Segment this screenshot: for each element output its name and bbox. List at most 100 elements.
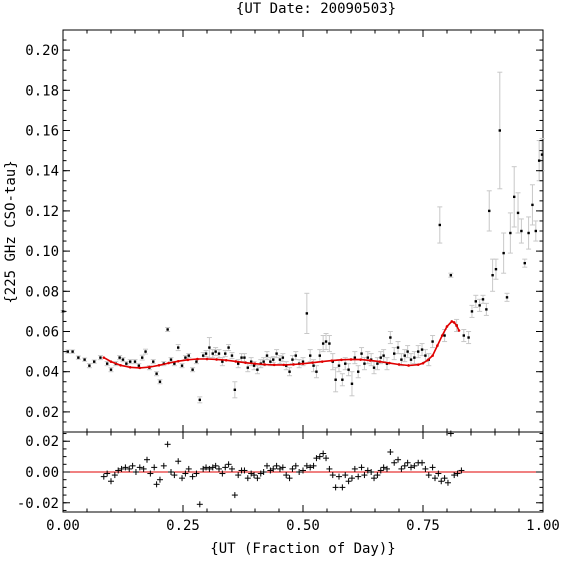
fit-curve-point xyxy=(224,358,228,362)
y-tick-label: 0.16 xyxy=(25,124,59,140)
fit-curve-point xyxy=(102,356,106,359)
data-point xyxy=(233,388,237,391)
fit-curve-point xyxy=(330,359,334,362)
data-point xyxy=(363,362,366,365)
residual-point xyxy=(454,470,461,477)
data-point xyxy=(443,334,446,337)
fit-curve xyxy=(103,320,460,369)
data-point xyxy=(137,364,141,367)
chart-title: {UT Date: 20090503} xyxy=(236,1,396,17)
residual-point xyxy=(458,467,465,474)
fit-curve-point xyxy=(292,363,295,366)
residual-point xyxy=(108,478,114,485)
y-tick-label: 0.04 xyxy=(25,365,59,381)
residual-point xyxy=(361,472,368,479)
residual-point xyxy=(447,430,454,437)
data-point xyxy=(155,372,158,375)
data-point xyxy=(158,380,162,383)
x-tick-label: 1.00 xyxy=(526,518,560,534)
fit-curve-point xyxy=(445,325,449,328)
residual-point xyxy=(326,465,333,472)
data-point xyxy=(133,360,137,363)
data-point xyxy=(249,360,253,363)
data-point xyxy=(467,336,470,339)
data-point xyxy=(180,364,184,367)
residual-point xyxy=(404,459,411,466)
data-point xyxy=(214,350,217,353)
data-point xyxy=(121,358,125,361)
data-point xyxy=(350,382,354,385)
fit-curve-point xyxy=(205,357,209,361)
residual-point xyxy=(270,465,277,472)
fit-curve-point xyxy=(196,357,199,361)
data-point xyxy=(278,358,282,361)
residual-point xyxy=(228,465,235,472)
data-point xyxy=(379,356,382,359)
data-point xyxy=(531,203,534,207)
data-point xyxy=(438,223,441,227)
data-point xyxy=(256,368,259,371)
data-point xyxy=(347,368,350,371)
data-point xyxy=(334,378,337,381)
data-point xyxy=(516,211,520,215)
residual-point xyxy=(254,475,261,482)
residual-point xyxy=(144,456,150,463)
residual-point xyxy=(395,456,402,463)
data-point xyxy=(315,370,318,373)
data-point xyxy=(406,350,409,353)
fit-curve-point xyxy=(128,365,132,369)
residual-point xyxy=(377,467,384,474)
residual-point xyxy=(300,467,306,474)
residual-point xyxy=(209,464,216,471)
residual-point xyxy=(244,475,251,482)
data-point xyxy=(328,342,331,345)
main-panel: 0.02 0.04 0.06 0.08 0.10 0.12 0.14 0.16 0.18 0.20 xyxy=(25,29,545,433)
residual-point xyxy=(444,479,451,486)
fit-curve-point xyxy=(138,366,142,370)
data-point xyxy=(66,350,69,353)
data-point xyxy=(125,362,128,365)
data-point xyxy=(221,360,224,363)
x-tick-label: 0.50 xyxy=(286,518,320,534)
residual-point xyxy=(408,464,414,471)
data-point xyxy=(513,195,516,199)
fit-curve-point xyxy=(186,358,190,362)
x-ticks: 0.00 0.25 0.50 0.75 1.00 xyxy=(46,30,560,534)
residual-point xyxy=(189,473,196,480)
residual-point xyxy=(222,464,229,471)
residual-point xyxy=(147,470,154,477)
main-y-ticks: 0.02 0.04 0.06 0.08 0.10 0.12 0.14 0.16 0.18 0.20 xyxy=(25,29,543,433)
residual-y-ticks: 0.02 0.00 -0.02 xyxy=(17,433,543,512)
data-point xyxy=(224,352,227,355)
data-point xyxy=(337,364,341,367)
residual-point-layer xyxy=(100,430,465,508)
data-point xyxy=(246,366,249,369)
residual-point xyxy=(398,465,405,472)
fit-curve-point xyxy=(368,359,372,362)
residual-panel: 0.02 0.00 -0.02 xyxy=(17,430,544,513)
fit-curve-point xyxy=(244,361,247,364)
x-axis-label: {UT (Fraction of Day)} xyxy=(210,541,395,557)
residual-point xyxy=(441,475,448,482)
data-point xyxy=(509,231,512,235)
data-point xyxy=(540,153,544,156)
data-point xyxy=(534,229,537,233)
data-point xyxy=(481,298,485,301)
residual-point xyxy=(336,473,342,480)
data-point xyxy=(285,364,288,367)
data-point xyxy=(357,370,360,373)
fit-curve-point xyxy=(455,324,458,327)
residual-point xyxy=(132,469,139,475)
residual-point xyxy=(451,472,458,479)
data-point xyxy=(217,352,221,355)
residual-point xyxy=(241,467,248,474)
data-point xyxy=(389,336,392,339)
residual-point xyxy=(225,461,232,468)
data-point xyxy=(177,346,180,349)
residual-point xyxy=(235,472,242,479)
data-point xyxy=(470,310,474,313)
residual-point xyxy=(384,465,390,472)
residual-y-tick-label: -0.02 xyxy=(17,496,59,512)
residual-point xyxy=(339,484,346,491)
